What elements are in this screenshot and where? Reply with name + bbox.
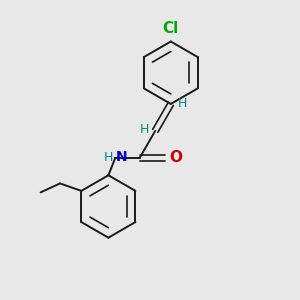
Text: H: H bbox=[103, 151, 113, 164]
Text: H: H bbox=[177, 97, 187, 110]
Text: Cl: Cl bbox=[163, 21, 179, 36]
Text: O: O bbox=[169, 151, 182, 166]
Text: H: H bbox=[139, 123, 149, 136]
Text: N: N bbox=[116, 150, 127, 164]
